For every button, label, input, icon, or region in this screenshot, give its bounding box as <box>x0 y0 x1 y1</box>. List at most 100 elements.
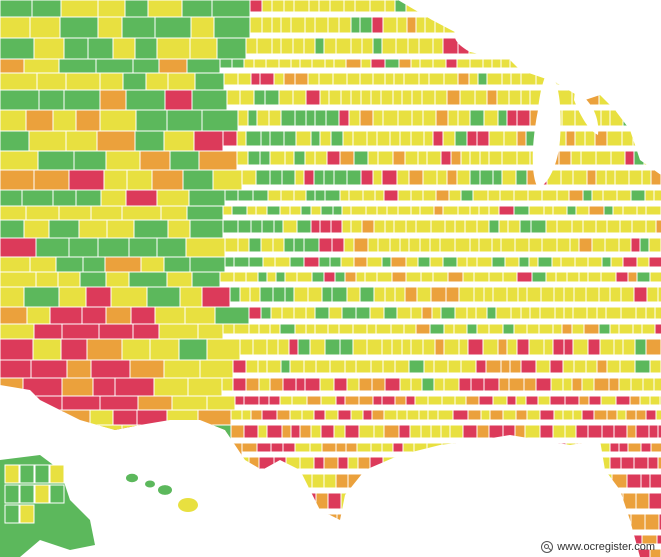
county <box>81 306 107 325</box>
county <box>233 256 250 268</box>
county <box>282 377 297 392</box>
county <box>259 513 273 531</box>
county <box>292 89 307 106</box>
county <box>234 395 245 406</box>
county <box>299 456 315 470</box>
county <box>415 219 432 234</box>
county <box>506 338 518 356</box>
county <box>365 205 378 216</box>
county <box>417 456 431 470</box>
county <box>615 513 632 531</box>
county <box>562 359 575 374</box>
county <box>359 513 372 531</box>
county <box>543 513 559 531</box>
county <box>576 473 590 489</box>
county <box>488 150 503 166</box>
county <box>269 169 283 186</box>
county <box>514 534 528 545</box>
county <box>384 377 401 392</box>
county <box>323 513 338 531</box>
county <box>502 271 518 283</box>
county <box>478 548 494 557</box>
county <box>584 492 600 510</box>
county <box>255 169 271 186</box>
county <box>598 286 611 303</box>
county <box>305 323 316 335</box>
county <box>415 473 426 489</box>
county <box>396 409 408 421</box>
county <box>432 130 444 147</box>
county <box>476 256 493 268</box>
county <box>328 306 343 320</box>
county <box>621 16 636 34</box>
county <box>513 189 529 202</box>
county <box>306 395 322 406</box>
county <box>643 150 654 166</box>
county <box>212 534 237 550</box>
hawaii-island <box>145 480 155 488</box>
county <box>454 395 467 406</box>
county <box>487 456 498 470</box>
county <box>266 271 277 283</box>
county <box>154 16 192 40</box>
county <box>260 237 274 253</box>
county <box>539 306 556 320</box>
county <box>497 338 508 356</box>
county <box>646 0 659 13</box>
county <box>601 424 615 439</box>
county <box>111 456 137 476</box>
county <box>405 256 419 268</box>
county <box>311 58 326 69</box>
county <box>627 442 642 453</box>
county <box>333 58 347 69</box>
county <box>642 377 655 392</box>
county <box>232 359 247 374</box>
county <box>314 37 325 55</box>
county <box>427 548 444 557</box>
county <box>529 513 545 531</box>
county <box>341 306 357 320</box>
county <box>333 377 348 392</box>
county <box>440 150 452 166</box>
county <box>441 442 456 453</box>
county <box>531 473 546 489</box>
county <box>338 16 352 34</box>
county <box>410 130 425 147</box>
county <box>466 323 478 335</box>
county <box>595 219 608 234</box>
county <box>627 89 642 106</box>
county <box>415 16 426 34</box>
county <box>578 271 589 283</box>
alaska-borough <box>19 464 35 484</box>
county <box>546 442 558 453</box>
county <box>283 473 300 489</box>
county <box>324 338 341 356</box>
county <box>261 409 278 421</box>
county <box>289 359 305 374</box>
county <box>501 150 518 166</box>
county <box>280 37 294 55</box>
county <box>370 442 383 453</box>
county <box>549 359 564 374</box>
county <box>486 513 500 531</box>
county <box>479 16 490 34</box>
county <box>618 442 629 453</box>
county <box>628 169 643 186</box>
county <box>33 395 63 416</box>
hawaii-inset <box>126 473 198 512</box>
county <box>233 271 247 283</box>
county <box>595 150 612 166</box>
county <box>645 219 657 234</box>
county <box>310 219 321 234</box>
county <box>160 513 188 539</box>
county <box>339 189 350 202</box>
county <box>452 456 465 470</box>
county <box>402 548 418 557</box>
county <box>237 109 249 127</box>
county <box>313 456 325 470</box>
county <box>550 377 564 392</box>
county <box>293 150 306 166</box>
county <box>618 377 632 392</box>
county <box>629 395 641 406</box>
county <box>338 323 354 335</box>
